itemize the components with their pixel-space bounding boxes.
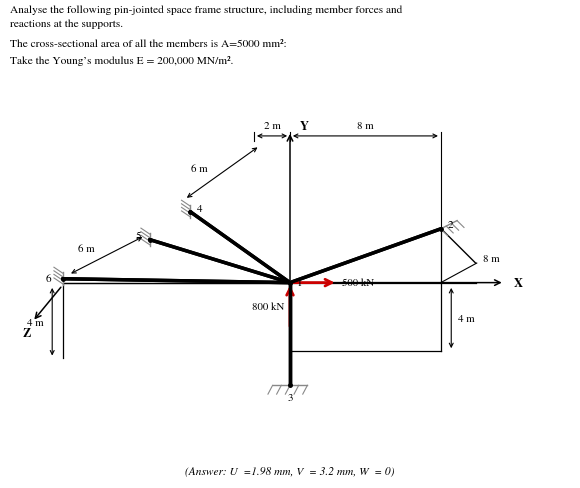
- Text: 6: 6: [46, 273, 52, 283]
- Text: reactions at the supports.: reactions at the supports.: [10, 20, 124, 29]
- Text: 2: 2: [447, 220, 453, 229]
- Text: 5: 5: [135, 230, 141, 240]
- Text: X: X: [513, 277, 523, 289]
- Text: 4 m: 4 m: [27, 317, 44, 327]
- Text: 800 kN: 800 kN: [252, 302, 284, 311]
- Text: 2 m: 2 m: [264, 121, 280, 131]
- Text: Analyse the following pin-jointed space frame structure, including member forces: Analyse the following pin-jointed space …: [10, 5, 403, 15]
- Text: Y: Y: [300, 121, 309, 133]
- Text: 6 m: 6 m: [78, 244, 95, 254]
- Text: Take the Young’s modulus E = 200,000 MN/m².: Take the Young’s modulus E = 200,000 MN/…: [10, 56, 234, 66]
- Text: Z: Z: [23, 327, 31, 339]
- Text: 1: 1: [296, 278, 302, 288]
- Text: 4: 4: [197, 203, 202, 213]
- Text: 3: 3: [287, 393, 293, 403]
- Text: 4 m: 4 m: [458, 313, 475, 323]
- Text: 6 m: 6 m: [191, 163, 208, 173]
- Text: 8 m: 8 m: [357, 121, 374, 131]
- Text: (Answer: U₁ =1.98 mm, V₁ = 3.2 mm, W₁ = 0): (Answer: U₁ =1.98 mm, V₁ = 3.2 mm, W₁ = …: [186, 466, 394, 476]
- Text: The cross-sectional area of all the members is A=5000 mm²:: The cross-sectional area of all the memb…: [10, 39, 287, 49]
- Text: 8 m: 8 m: [483, 254, 499, 264]
- Text: 500 kN: 500 kN: [342, 278, 375, 288]
